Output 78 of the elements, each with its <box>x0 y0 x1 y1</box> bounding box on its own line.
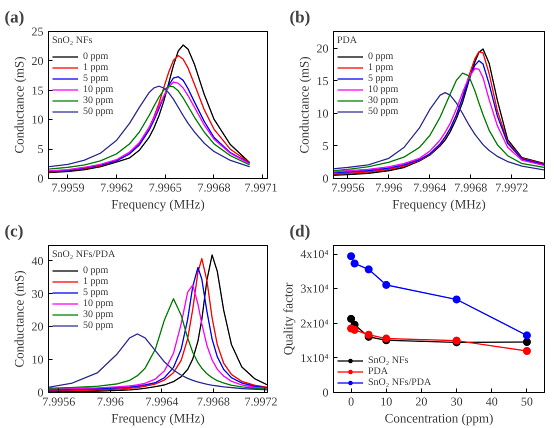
x-tick-label: 40 <box>486 394 498 408</box>
chart-title: (a) <box>4 8 24 26</box>
x-tick-label: 7.9964 <box>145 394 178 408</box>
x-tick-label: 7.9956 <box>42 394 76 408</box>
legend-label: 30 ppm <box>83 309 114 320</box>
legend-label: 10 ppm <box>83 298 114 309</box>
x-tick-label: 7.9972 <box>244 394 278 408</box>
x-tick-label: 0 <box>348 394 354 408</box>
legend-label: 1 ppm <box>83 276 108 287</box>
x-tick-label: 7.9968 <box>454 180 488 194</box>
chart-title: (c) <box>4 222 24 240</box>
legend-title: PDA <box>337 35 358 46</box>
legend-label: 5 ppm <box>83 287 108 298</box>
legend-label: SnO₂ NFs/PDA <box>368 377 432 388</box>
x-axis-title: Frequency (MHz) <box>111 410 205 426</box>
x-tick-label: 7.9968 <box>196 394 230 408</box>
y-tick-label: 20 <box>32 320 44 334</box>
legend-title: SnO₂ NFs/PDA <box>52 249 116 260</box>
legend-label: 1 ppm <box>368 62 394 73</box>
x-tick-label: 7.9962 <box>100 180 134 194</box>
y-tick-label: 15 <box>32 83 44 98</box>
legend-title: SnO₂ NFs <box>52 35 94 46</box>
legend-label: 5 ppm <box>368 73 394 84</box>
legend-label: 50 ppm <box>83 106 114 117</box>
y-tick-label: 1x10⁴ <box>300 350 329 365</box>
legend-label: 0 ppm <box>83 265 108 276</box>
x-tick-label: 30 <box>450 394 463 408</box>
x-tick-label: 7.9968 <box>197 180 230 194</box>
y-tick-label: 4x10⁴ <box>300 247 329 262</box>
y-tick-label: 0 <box>322 172 328 186</box>
y-tick-label: 0 <box>38 386 44 400</box>
y-tick-label: 40 <box>32 254 44 268</box>
legend-label: 30 ppm <box>368 95 398 106</box>
legend-label: 50 ppm <box>83 320 114 331</box>
legend-label: 0 ppm <box>368 51 394 62</box>
x-axis-title: Frequency (MHz) <box>392 196 486 212</box>
y-tick-label: 5 <box>322 138 328 153</box>
x-tick-label: 7.9972 <box>495 180 528 194</box>
legend-label: 0 ppm <box>83 51 108 62</box>
legend-label: 10 ppm <box>368 84 398 95</box>
chart-title: (b) <box>290 8 310 26</box>
legend-label: 5 ppm <box>83 73 108 84</box>
y-axis-title: Quality factor <box>280 282 296 356</box>
chart-title: (d) <box>290 222 310 240</box>
x-tick-label: 7.9965 <box>148 180 182 194</box>
legend-label: 10 ppm <box>83 84 114 95</box>
legend-label: 1 ppm <box>83 62 108 73</box>
y-tick-label: 20 <box>316 41 328 56</box>
y-tick-label: 25 <box>32 24 44 38</box>
y-tick-label: 0 <box>322 386 328 400</box>
y-tick-label: 3x10⁴ <box>300 282 329 296</box>
y-tick-label: 10 <box>316 106 328 120</box>
y-tick-label: 5 <box>38 142 44 156</box>
x-tick-label: 7.9956 <box>331 180 364 194</box>
y-tick-label: 0 <box>38 172 44 186</box>
x-tick-label: 7.996 <box>375 180 402 194</box>
y-axis-title: Conductance (mS) <box>12 270 26 368</box>
y-tick-label: 15 <box>316 74 328 88</box>
legend-label: SnO₂ NFs <box>368 355 408 366</box>
x-tick-label: 7.9964 <box>413 180 446 194</box>
y-axis-title: Conductance (mS) <box>12 56 26 154</box>
x-tick-label: 7.996 <box>96 394 124 408</box>
y-tick-label: 10 <box>32 352 44 367</box>
y-tick-label: 10 <box>32 112 44 127</box>
x-axis-title: Frequency (MHz) <box>111 196 205 212</box>
x-tick-label: 50 <box>520 394 533 408</box>
x-tick-label: 10 <box>380 394 392 408</box>
y-axis-title: Conductance (mS) <box>296 56 312 154</box>
y-tick-label: 2x10⁴ <box>300 316 329 330</box>
x-tick-label: 20 <box>415 394 428 408</box>
x-axis-title: Concentration (ppm) <box>384 410 494 426</box>
y-tick-label: 30 <box>32 286 44 301</box>
legend-label: PDA <box>368 366 388 377</box>
y-tick-label: 20 <box>32 54 44 68</box>
x-tick-label: 7.9959 <box>51 180 84 194</box>
legend-label: 50 ppm <box>368 106 398 117</box>
legend-label: 30 ppm <box>83 95 114 106</box>
x-tick-label: 7.9971 <box>244 180 278 194</box>
